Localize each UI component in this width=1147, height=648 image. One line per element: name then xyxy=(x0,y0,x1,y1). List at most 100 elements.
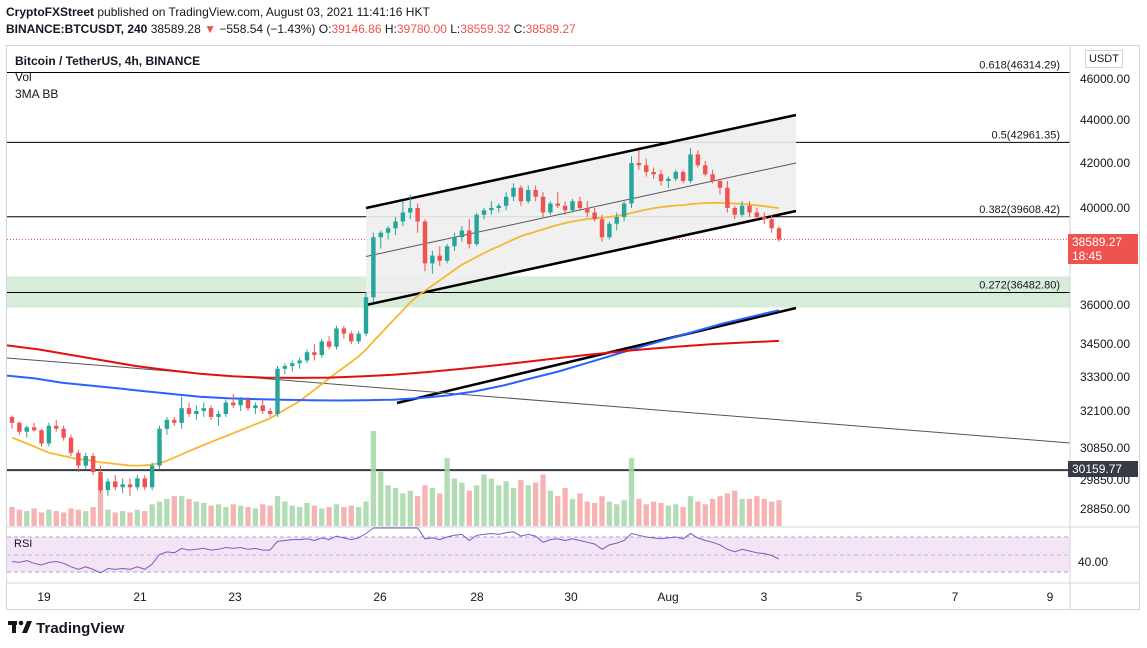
volume-legend[interactable]: Vol xyxy=(15,70,32,84)
tradingview-logo[interactable]: TradingView xyxy=(8,620,124,638)
volume-bar xyxy=(503,481,509,526)
volume-bar xyxy=(665,505,672,526)
candle-body xyxy=(68,437,74,453)
candle-body xyxy=(238,399,243,406)
candle-body xyxy=(24,427,29,432)
candle-body xyxy=(164,419,170,429)
volume-bar xyxy=(348,505,354,526)
volume-bar xyxy=(38,512,45,526)
candle-body xyxy=(208,408,214,417)
candle-body xyxy=(459,230,465,238)
time-tick-label: 9 xyxy=(1047,590,1054,604)
candle-body xyxy=(437,255,442,261)
candle-body xyxy=(356,333,361,342)
candle-body xyxy=(46,425,52,444)
close-label: C: xyxy=(513,22,526,36)
candle-body xyxy=(267,411,273,414)
volume-bar xyxy=(112,512,118,526)
candle-body xyxy=(363,297,369,334)
volume-bar xyxy=(724,493,731,526)
volume-bar xyxy=(606,501,613,526)
volume-bar xyxy=(97,478,104,526)
candle-body xyxy=(703,165,708,175)
candle-body xyxy=(223,402,229,414)
candle-body xyxy=(526,190,531,202)
volume-bar xyxy=(732,490,738,526)
publish-info: published on TradingView.com, August 03,… xyxy=(97,5,430,19)
candle-body xyxy=(629,163,634,204)
price-tick-label: 40000.00 xyxy=(1080,201,1130,215)
volume-bar xyxy=(687,496,694,526)
candle-body xyxy=(31,427,37,431)
candle-body xyxy=(651,172,656,175)
volume-bar xyxy=(481,474,487,526)
candle-body xyxy=(39,430,44,444)
volume-bar xyxy=(768,501,775,526)
volume-bar xyxy=(658,502,664,526)
candle-body xyxy=(172,419,177,423)
candle-body xyxy=(120,484,125,488)
last-price: 38589.28 xyxy=(150,22,201,36)
fib-label-0: 0.618(46314.29) xyxy=(979,60,1060,72)
chart-frame[interactable] xyxy=(6,45,1140,610)
price-tick-label: 28850.00 xyxy=(1080,502,1130,516)
volume-bar xyxy=(555,496,561,526)
candle-body xyxy=(570,201,575,211)
volume-bar xyxy=(156,501,163,526)
candle-body xyxy=(9,416,15,423)
candle-body xyxy=(149,465,155,488)
volume-bar xyxy=(599,496,605,526)
candle-body xyxy=(415,208,420,222)
candle-body xyxy=(739,205,745,215)
candle-body xyxy=(599,219,605,238)
volume-bar xyxy=(282,501,288,526)
high-value: 39780.00 xyxy=(396,22,447,36)
candle-body xyxy=(636,163,642,166)
time-tick-label: 26 xyxy=(373,590,387,604)
candle-body xyxy=(658,174,664,181)
candle-body xyxy=(253,405,258,409)
currency-unit-label[interactable]: USDT xyxy=(1085,50,1123,68)
candle-body xyxy=(673,172,678,179)
volume-bar xyxy=(83,511,89,526)
volume-bar xyxy=(223,507,229,526)
candle-body xyxy=(326,341,332,347)
candle-body xyxy=(334,328,339,347)
fib-label-2: 0.382(39608.42) xyxy=(979,204,1060,216)
candle-body xyxy=(319,341,324,355)
candle-body xyxy=(562,205,568,211)
volume-bar xyxy=(311,505,318,526)
candle-body xyxy=(680,172,686,181)
candle-body xyxy=(393,221,398,229)
candle-body xyxy=(747,205,752,213)
candle-body xyxy=(54,425,59,429)
publish-line: CryptoFXStreet published on TradingView.… xyxy=(6,5,430,19)
candle-body xyxy=(489,208,494,211)
last-price-tag: 38589.27 18:45 xyxy=(1068,234,1138,264)
volume-bar xyxy=(407,490,413,526)
high-label: H: xyxy=(384,22,397,36)
open-value: 39146.86 xyxy=(331,22,382,36)
candle-body xyxy=(304,352,310,361)
candle-body xyxy=(776,228,782,240)
low-label: L: xyxy=(450,22,461,36)
candle-body xyxy=(496,205,501,208)
volume-bar xyxy=(673,504,679,526)
ma-slow-line xyxy=(6,339,780,379)
volume-bar xyxy=(378,471,384,526)
candle-body xyxy=(61,428,66,438)
ma-fast-line xyxy=(11,201,780,467)
candle-body xyxy=(341,328,347,334)
rsi-legend[interactable]: RSI xyxy=(14,538,33,550)
volume-bar xyxy=(392,488,399,526)
ma-legend[interactable]: 3MA BB xyxy=(15,87,59,101)
candle-body xyxy=(503,196,509,206)
candle-body xyxy=(577,201,583,208)
price-tick-label: 36000.00 xyxy=(1080,298,1130,312)
candle-body xyxy=(371,237,376,298)
publisher-name[interactable]: CryptoFXStreet xyxy=(6,5,95,19)
channel-mid-line xyxy=(365,162,797,257)
volume-bar xyxy=(252,508,259,526)
price-change-icon: ▼ xyxy=(204,22,216,36)
